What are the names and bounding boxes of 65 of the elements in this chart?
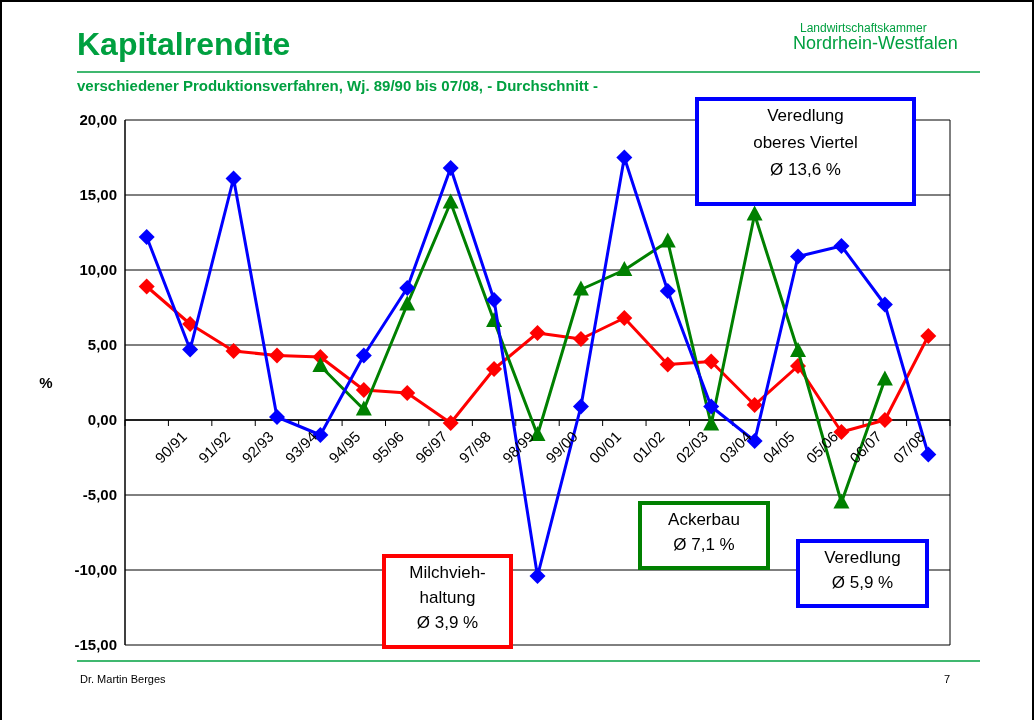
point [790, 342, 807, 357]
y-tick-label: 20,00 [79, 111, 117, 129]
point [703, 353, 720, 370]
annotation: Veredlung oberes Viertel Ø 13,6 % [753, 106, 858, 179]
point [572, 398, 589, 415]
annotation: Milchvieh- haltung Ø 3,9 % [409, 563, 486, 632]
point [442, 193, 459, 209]
point [486, 361, 503, 377]
point [876, 412, 893, 428]
point [746, 397, 763, 413]
point [659, 356, 676, 373]
point [442, 415, 459, 431]
y-tick-label: -15,00 [74, 636, 117, 654]
point [355, 347, 372, 364]
point [399, 295, 416, 311]
point [399, 280, 416, 296]
y-tick-label: 5,00 [87, 336, 117, 354]
point [225, 170, 242, 187]
point [355, 382, 372, 398]
y-axis-title: % [39, 373, 53, 391]
point [833, 238, 850, 254]
point [399, 385, 416, 401]
point [138, 278, 155, 295]
y-tick-label: 10,00 [79, 261, 117, 279]
chart-subtitle: verschiedener Produktionsverfahren, Wj. 89/90 bis 07/08, - Durchschnitt - [77, 77, 599, 94]
point [486, 292, 503, 308]
point [833, 493, 850, 509]
y-tick-label: 0,00 [87, 411, 117, 429]
point [703, 415, 720, 431]
point [876, 296, 893, 313]
point [659, 283, 676, 299]
text-box: Ackerbau Ø 7,1 % [638, 501, 770, 570]
point [616, 149, 633, 166]
point [529, 568, 546, 584]
point [268, 347, 285, 364]
text: Landwirtschaftskammer Nordrhein-Westfalen [793, 21, 958, 53]
point [529, 325, 546, 341]
y-tick-label: -10,00 [74, 561, 117, 579]
point [572, 280, 589, 296]
point [659, 232, 676, 248]
text-box: Veredlung oberes Viertel Ø 13,6 % [695, 97, 916, 206]
chart-title: Kapitalrendite [77, 26, 291, 62]
point [312, 357, 329, 372]
point [355, 400, 372, 416]
point [225, 343, 242, 359]
point [703, 398, 720, 415]
point [442, 160, 459, 176]
point [876, 370, 893, 386]
text-box: Veredlung Ø 5,9 % [796, 539, 929, 608]
point [616, 261, 633, 276]
y-tick-label: 15,00 [79, 186, 117, 204]
point [920, 328, 937, 344]
point [746, 205, 763, 221]
point [572, 331, 589, 347]
text: Dr. Martin Berges [80, 673, 167, 685]
point [138, 229, 155, 245]
text: 7 [943, 673, 950, 685]
point [616, 310, 633, 326]
point [790, 248, 807, 265]
text-box: Milchvieh- haltung Ø 3,9 % [382, 554, 513, 649]
point [182, 341, 199, 358]
annotation: Ackerbau Ø 7,1 % [668, 510, 740, 554]
y-tick-label: -5,00 [82, 486, 117, 504]
annotation: Veredlung Ø 5,9 % [824, 548, 901, 592]
point [268, 409, 285, 425]
